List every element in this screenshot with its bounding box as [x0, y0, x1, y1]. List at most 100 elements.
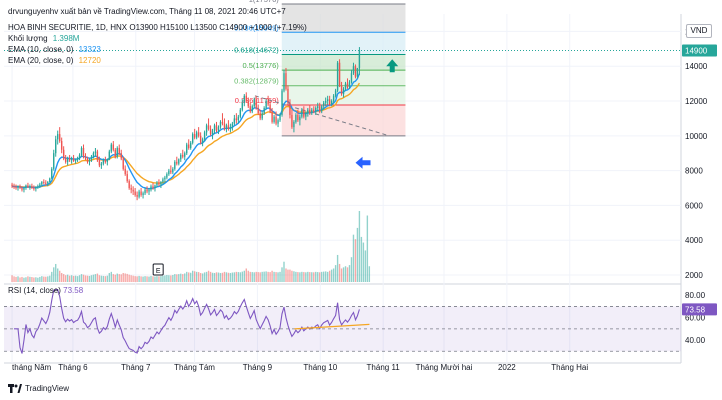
candle-body [102, 160, 105, 164]
candle-body [144, 189, 146, 194]
volume-bar [269, 272, 271, 282]
volume-bar [211, 272, 214, 282]
volume-bar [273, 271, 275, 282]
volume-bar [215, 272, 218, 282]
volume-bar [152, 276, 154, 282]
volume-bar [233, 272, 236, 282]
candle-body [31, 186, 33, 189]
volume-bar [132, 275, 134, 282]
candle-body [152, 186, 154, 189]
footer-brand[interactable]: TradingView [8, 384, 70, 394]
fib-zone [281, 3, 406, 33]
ema10-legend[interactable]: EMA (10, close, 0) 13323 [8, 45, 101, 55]
publish-caption: drvunguyenhv xuất bản về TradingView.com… [8, 7, 286, 16]
volume-bar [142, 276, 144, 282]
candle-body [128, 181, 130, 189]
volume-bar [197, 272, 200, 282]
rsi-legend[interactable]: RSI (14, close) 73.58 [8, 286, 83, 295]
volume-bar [98, 275, 101, 282]
candle-body [289, 102, 291, 115]
candle-body [168, 170, 170, 175]
candle-body [307, 109, 309, 114]
volume-bar [19, 277, 21, 282]
volume-bar [267, 271, 269, 282]
candle-body [88, 160, 91, 162]
volume-bar [326, 271, 329, 282]
candle-body [332, 95, 335, 102]
volume-bar [29, 276, 31, 282]
candle-body [346, 83, 349, 88]
candle-body [322, 102, 325, 107]
volume-bar [146, 276, 148, 282]
volume-bar [241, 271, 244, 282]
candle-body [142, 193, 144, 195]
volume-bar [62, 274, 65, 282]
candle-body [311, 109, 313, 114]
candle-body [195, 132, 198, 138]
fib-zone [281, 70, 406, 86]
volume-bar [338, 263, 341, 282]
candle-body [13, 186, 15, 188]
candle-body [37, 186, 39, 188]
volume-bar [303, 272, 305, 282]
candle-body [350, 73, 353, 82]
candle-body [321, 106, 323, 112]
volume-bar [348, 265, 351, 282]
volume-bar [102, 275, 105, 282]
candle-body [15, 187, 17, 189]
candle-body [110, 144, 112, 152]
candle-body [265, 101, 267, 108]
volume-bar [360, 236, 363, 282]
volume-bar [170, 275, 172, 282]
candle-body [176, 161, 178, 164]
volume-bar [237, 272, 240, 282]
volume-bar [37, 277, 39, 282]
time-tick-label: Tháng Tám [174, 363, 215, 372]
volume-legend[interactable]: Khối lượng 1.398M [8, 34, 79, 44]
candle-body [285, 73, 287, 89]
candle-body [41, 181, 43, 185]
candle-body [118, 148, 120, 154]
volume-bar [21, 276, 23, 282]
volume-bar [60, 272, 63, 282]
candle-body [86, 158, 89, 162]
volume-bar [297, 272, 299, 282]
candle-body [251, 106, 253, 112]
candle-body [166, 174, 168, 178]
candle-body [358, 50, 361, 68]
volume-bar [261, 271, 263, 282]
volume-bar [368, 266, 371, 282]
ema20-legend[interactable]: EMA (20, close, 0) 12720 [8, 56, 101, 66]
candle-body [178, 159, 180, 164]
candle-body [197, 132, 200, 136]
rsi-legend-label: RSI (14, close) [8, 286, 61, 295]
candle-body [338, 62, 341, 86]
volume-bar [332, 268, 335, 282]
candle-body [154, 185, 156, 189]
volume-bar [39, 276, 41, 282]
candle-body [356, 67, 359, 77]
volume-bar [82, 274, 85, 282]
candle-body [146, 189, 148, 192]
volume-bar [78, 275, 81, 282]
volume-bar [322, 271, 325, 282]
candle-body [94, 151, 97, 154]
volume-bar [271, 270, 273, 282]
volume-bar [96, 273, 99, 282]
candle-body [68, 158, 71, 161]
volume-bar [64, 275, 67, 282]
candle-body [309, 109, 311, 114]
volume-bar [285, 268, 287, 282]
candle-body [215, 125, 218, 131]
candle-body [57, 134, 59, 140]
candle-body [334, 90, 337, 96]
footer-label: TradingView [25, 384, 70, 393]
candle-body [326, 99, 329, 102]
ema20-legend-label: EMA (20, close, 0) [8, 56, 74, 65]
candle-body [352, 66, 355, 74]
currency-label[interactable]: VND [686, 24, 712, 38]
volume-bar [35, 277, 37, 282]
candle-body [291, 114, 293, 128]
candle-body [174, 161, 176, 169]
